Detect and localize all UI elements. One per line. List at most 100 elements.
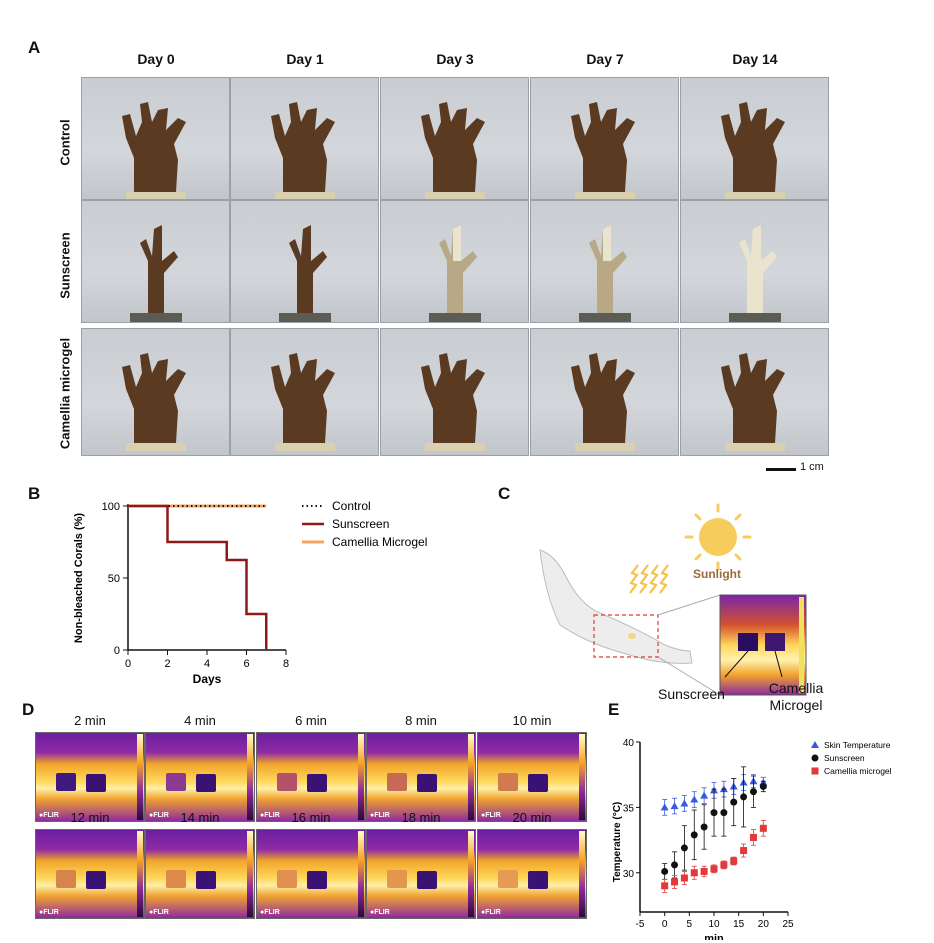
thermal-time-label: 8 min <box>405 713 437 728</box>
x-tick-label: 6 <box>243 658 249 670</box>
coral-photo-camellia-day-7 <box>530 328 679 456</box>
y-tick-label: 100 <box>102 501 120 513</box>
camellia-microgel-label: Camellia Microgel <box>768 680 824 713</box>
column-header-day-14: Day 14 <box>732 51 778 67</box>
y-tick-label: 30 <box>623 869 635 880</box>
legend-label-camellia: Camellia Microgel <box>332 535 427 549</box>
y-tick-label: 35 <box>623 803 635 814</box>
sun-icon <box>684 503 752 571</box>
sun-rays-icon <box>629 564 669 594</box>
microgel-patch <box>196 871 216 889</box>
y-tick-label: 0 <box>114 645 120 657</box>
arm-icon <box>539 549 693 664</box>
coral-icon <box>421 102 485 199</box>
thermal-time-label: 20 min <box>512 810 552 825</box>
color-scale <box>579 831 585 917</box>
coral-photo-sunscreen-day-3 <box>380 200 529 323</box>
coral-icon <box>122 102 186 199</box>
color-scale <box>137 734 143 820</box>
flir-logo: ●FLIR <box>149 812 169 819</box>
point-sunscreen <box>730 798 738 806</box>
thermal-inset <box>719 594 807 696</box>
coral-icon <box>429 225 481 322</box>
coral-photo-sunscreen-day-7 <box>530 200 679 323</box>
point-sunscreen <box>740 793 748 801</box>
series-line-sunscreen <box>128 504 268 650</box>
point-skin <box>700 791 709 799</box>
microgel-patch <box>528 871 548 889</box>
x-axis-label: min <box>704 933 724 940</box>
point-camellia <box>730 857 738 865</box>
y-axis-label: Non-bleached Corals (%) <box>73 513 85 644</box>
scale-bar <box>766 468 796 471</box>
thermal-image: ●FLIR <box>35 732 145 822</box>
thermal-time-label: 6 min <box>295 713 327 728</box>
coral-photo-camellia-day-3 <box>380 328 529 456</box>
x-tick-label: 20 <box>758 919 770 930</box>
point-sunscreen <box>749 788 757 796</box>
coral-icon <box>122 353 186 451</box>
color-scale <box>137 831 143 917</box>
thermal-image: ●FLIR <box>35 829 145 919</box>
column-header-day-1: Day 1 <box>286 51 324 67</box>
sunscreen-patch <box>277 773 297 791</box>
coral-photo-sunscreen-day-1 <box>230 200 379 323</box>
point-sunscreen <box>710 809 718 817</box>
sunscreen-patch <box>166 870 186 888</box>
point-camellia <box>740 847 748 855</box>
thermal-image: ●FLIR <box>145 829 255 919</box>
color-scale <box>358 831 364 917</box>
thermal-image: ●FLIR <box>477 732 587 822</box>
coral-photo-sunscreen-day-0 <box>81 200 230 323</box>
thermal-time-label: 12 min <box>70 810 110 825</box>
sunscreen-patch <box>387 870 407 888</box>
panel-b-letter: B <box>28 484 41 503</box>
y-tick-label: 50 <box>108 573 120 585</box>
microgel-patch <box>86 871 106 889</box>
thermal-image: ●FLIR <box>366 829 476 919</box>
x-tick-label: 2 <box>164 658 170 670</box>
point-camellia <box>749 833 757 841</box>
column-header-day-3: Day 3 <box>436 51 474 67</box>
zoom-region-box <box>593 614 659 658</box>
microgel-patch <box>528 774 548 792</box>
x-tick-label: 15 <box>733 919 745 930</box>
point-sunscreen <box>690 831 698 839</box>
point-sunscreen <box>700 823 708 831</box>
color-scale <box>468 734 474 820</box>
coral-photo-control-day-14 <box>680 77 829 200</box>
coral-icon <box>579 225 631 322</box>
panel-c-letter: C <box>498 484 511 503</box>
color-scale <box>358 734 364 820</box>
sunscreen-patch <box>387 773 407 791</box>
point-camellia <box>671 878 679 886</box>
sunscreen-patch <box>56 870 76 888</box>
coral-icon <box>130 225 182 322</box>
x-tick-label: 4 <box>204 658 210 670</box>
thermal-image: ●FLIR <box>366 732 476 822</box>
point-skin <box>680 799 689 807</box>
legend-marker-skin <box>811 741 819 748</box>
coral-photo-camellia-day-14 <box>680 328 829 456</box>
thermal-image: ●FLIR <box>256 732 366 822</box>
scale-bar-label: 1 cm <box>800 461 824 473</box>
coral-icon <box>421 353 485 451</box>
point-camellia <box>700 867 708 875</box>
microgel-patch <box>307 774 327 792</box>
x-tick-label: 5 <box>687 919 693 930</box>
column-header-day-0: Day 0 <box>137 51 175 67</box>
point-sunscreen <box>720 809 728 817</box>
legend-label-sunscreen: Sunscreen <box>824 753 865 763</box>
flir-logo: ●FLIR <box>39 812 59 819</box>
point-skin <box>690 795 699 803</box>
coral-photo-control-day-3 <box>380 77 529 200</box>
coral-icon <box>729 225 781 322</box>
x-tick-label: -5 <box>636 919 645 930</box>
coral-photo-control-day-1 <box>230 77 379 200</box>
point-camellia <box>661 882 669 890</box>
point-skin <box>670 802 679 810</box>
microgel-patch <box>417 871 437 889</box>
point-skin <box>660 803 669 811</box>
x-tick-label: 0 <box>662 919 668 930</box>
flir-logo: ●FLIR <box>370 909 390 916</box>
